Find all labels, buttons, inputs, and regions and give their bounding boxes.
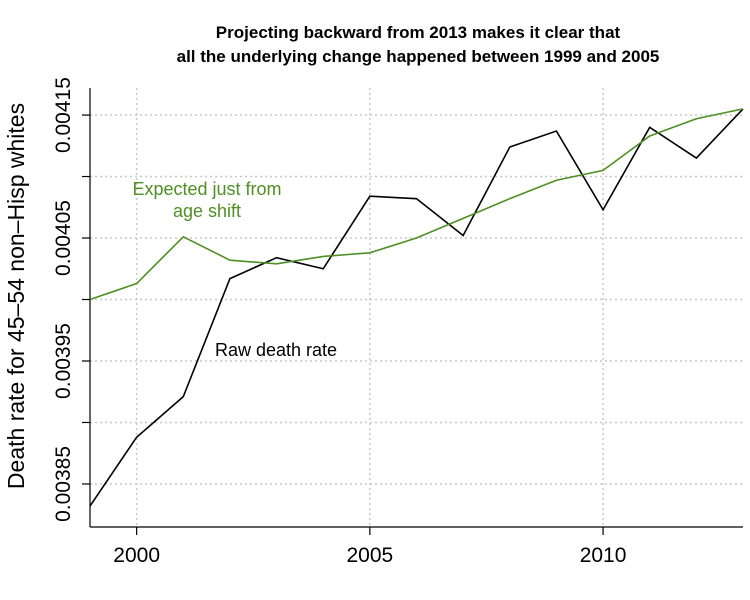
annotation-1: Raw death rate	[215, 340, 337, 360]
chart-title-line-2: all the underlying change happened betwe…	[177, 47, 660, 66]
series-line-1	[89, 108, 744, 301]
series-line-0	[89, 108, 744, 507]
y-axis-label: Death rate for 45–54 non–Hisp whites	[3, 103, 29, 489]
y-tick-label-0: 0.00385	[52, 446, 75, 522]
x-tick-label-2: 2010	[580, 544, 627, 567]
grid-lines	[90, 88, 743, 527]
chart-title-line-1: Projecting backward from 2013 makes it c…	[216, 23, 621, 42]
axes	[89, 88, 743, 528]
y-tick-label-6: 0.00415	[52, 77, 75, 153]
tick-labels: 0.00385 0.00395 0.00405 0.00415 2000 2005 2010	[52, 77, 626, 567]
annotations: Expected just from age shift Raw death rat…	[132, 179, 337, 360]
x-tick-label-1: 2005	[346, 544, 393, 567]
x-tick-label-0: 2000	[113, 544, 160, 567]
series-layer	[89, 108, 744, 507]
y-tick-label-2: 0.00395	[52, 323, 75, 399]
y-tick-label-4: 0.00405	[52, 200, 75, 276]
annotation-0: Expected just from age shift	[132, 179, 281, 221]
